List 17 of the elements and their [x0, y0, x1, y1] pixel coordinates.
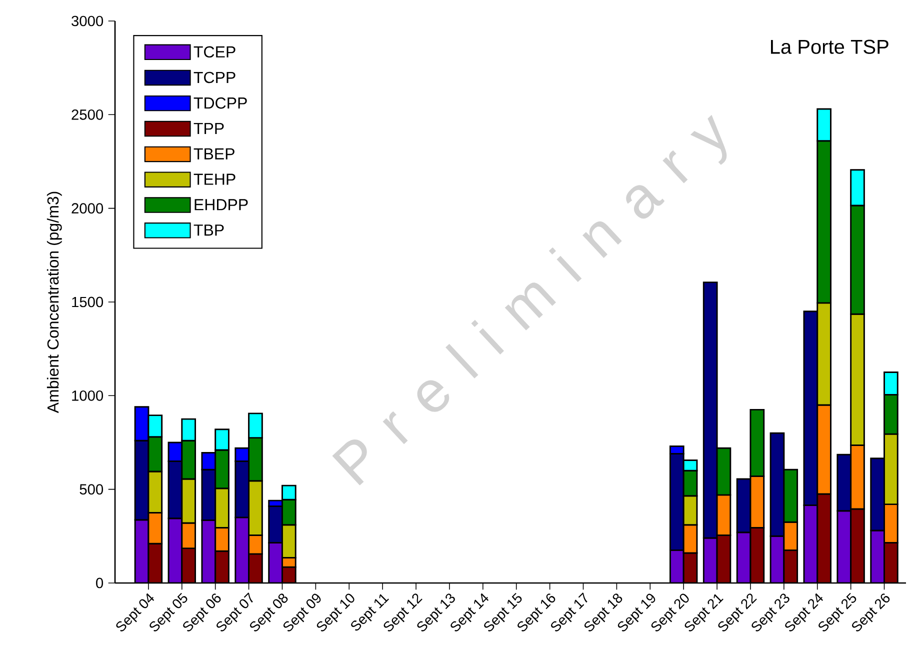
legend-label: TBEP [194, 148, 234, 160]
legend-label: EHDPP [194, 199, 248, 210]
y-tick-label: 0 [96, 578, 104, 588]
y-tick-label: 2500 [72, 109, 104, 120]
y-tick-label: 500 [80, 484, 104, 495]
y-tick-label: 2000 [72, 203, 104, 214]
text: La Porte TSP [771, 40, 888, 54]
legend-label: TDCPP [194, 97, 247, 109]
legend-label: TPP [194, 122, 224, 134]
legend-label: TCEP [194, 46, 236, 58]
legend-label: TBP [194, 224, 224, 236]
y-tick-label: 3000 [72, 16, 104, 26]
y-axis-title: Ambient Concentration (pg/m3) [46, 192, 62, 414]
legend-label: TCPP [194, 72, 236, 84]
legend-label: TEHP [194, 174, 236, 185]
y-tick-label: 1000 [72, 390, 104, 401]
y-tick-label: 1500 [72, 296, 104, 308]
